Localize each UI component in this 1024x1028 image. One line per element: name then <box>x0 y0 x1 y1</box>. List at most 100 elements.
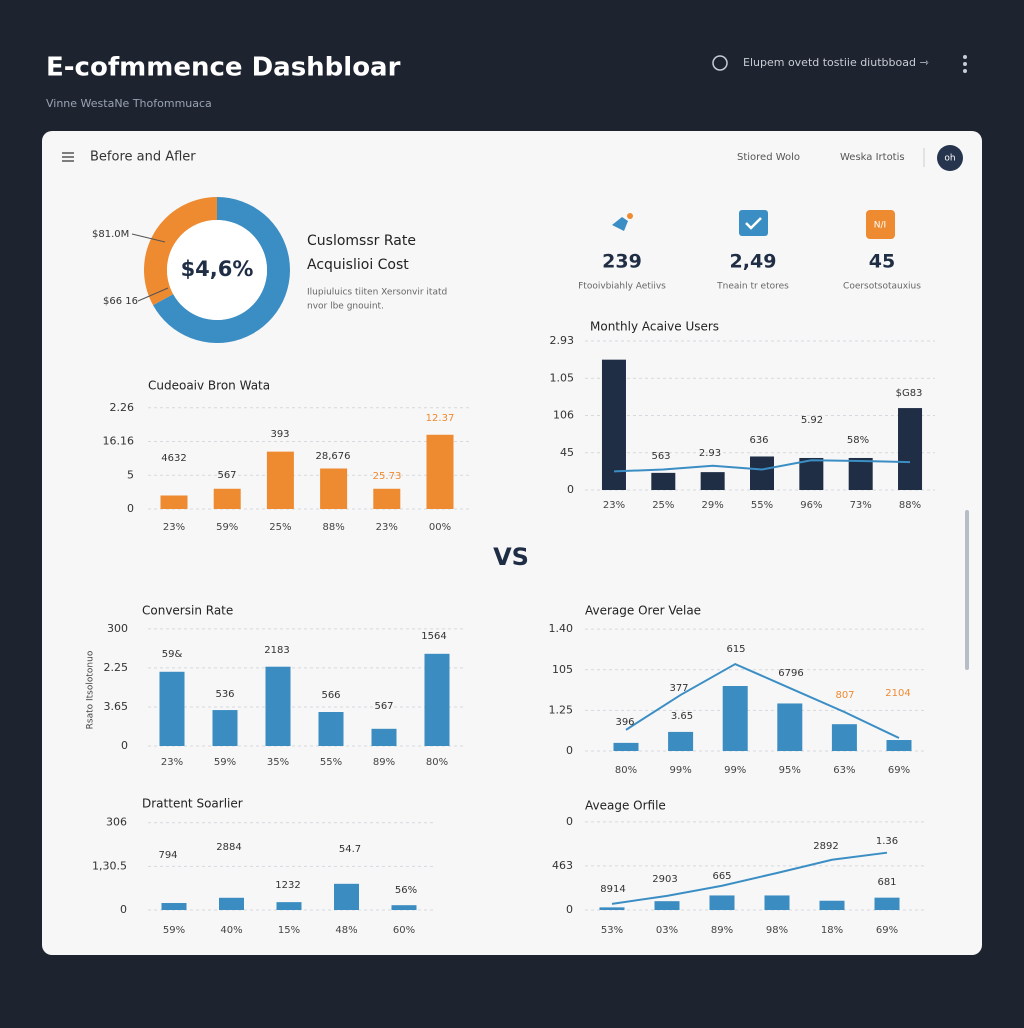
data-label: 1232 <box>275 880 300 891</box>
bar <box>334 883 359 910</box>
bar <box>160 495 188 509</box>
vs-divider: VS <box>493 543 529 571</box>
x-tick-label: 89% <box>711 925 733 936</box>
x-tick-label: 23% <box>163 522 185 533</box>
data-label: 807 <box>835 690 854 701</box>
donut-label: $66 16 <box>103 296 138 307</box>
x-tick-label: 23% <box>603 500 625 511</box>
donut-title: Cuslomssr Rate <box>307 233 416 249</box>
bar <box>799 457 824 490</box>
x-tick-label: 55% <box>751 500 773 511</box>
y-tick-label: 0 <box>566 744 573 757</box>
x-tick-label: 23% <box>161 757 183 768</box>
bar <box>426 434 454 509</box>
header-action[interactable]: Elupem ovetd tostiie diutbboad ⇾ <box>743 56 929 69</box>
y-tick-label: 16.16 <box>103 435 135 448</box>
data-label: 59& <box>162 649 183 660</box>
x-tick-label: 53% <box>601 925 623 936</box>
donut-slice <box>144 197 217 306</box>
scrollbar[interactable] <box>965 510 969 670</box>
y-tick-label: 1,30.5 <box>92 859 127 872</box>
tab[interactable]: Weska Irtotis <box>840 152 905 163</box>
data-label: 58% <box>847 435 869 446</box>
data-label: 6796 <box>778 668 803 679</box>
svg-text:N/I: N/I <box>874 221 886 231</box>
bar <box>848 457 873 490</box>
data-label: 563 <box>651 451 670 462</box>
data-label: 8914 <box>600 884 625 895</box>
data-label: 5.92 <box>801 415 823 426</box>
tab[interactable]: Stiored Wolo <box>737 152 800 163</box>
data-label: 2892 <box>813 841 838 852</box>
x-tick-label: 98% <box>766 925 788 936</box>
y-tick-label: 1.25 <box>549 703 574 716</box>
x-tick-label: 59% <box>214 757 236 768</box>
bar <box>371 728 397 746</box>
x-tick-label: 88% <box>322 522 344 533</box>
avatar-text: oh <box>944 154 955 164</box>
x-tick-label: 25% <box>269 522 291 533</box>
y-tick-label: 0 <box>121 739 128 752</box>
y-tick-label: 300 <box>107 622 128 635</box>
bar <box>266 451 294 509</box>
chart-title: Monthly Acaive Users <box>590 320 719 334</box>
kebab-menu[interactable] <box>963 55 967 73</box>
bar <box>599 907 625 910</box>
bar <box>391 905 417 910</box>
y-tick-label: 2.93 <box>550 334 575 347</box>
bar <box>654 901 680 910</box>
data-label: 2104 <box>885 688 910 699</box>
trend-line <box>611 851 888 905</box>
kpi-label: Ftooivbiahly Aetiivs <box>578 282 666 292</box>
bar <box>159 671 185 746</box>
data-label: 3.65 <box>671 711 693 722</box>
hamburger[interactable] <box>62 152 74 162</box>
chart-title: Cudeoaiv Bron Wata <box>148 379 270 393</box>
x-tick-label: 18% <box>821 925 843 936</box>
y-tick-label: 0 <box>127 502 134 515</box>
bar <box>819 900 845 910</box>
y-tick-label: 1.05 <box>550 371 575 384</box>
donut-chart <box>144 197 290 343</box>
data-label: 794 <box>158 850 177 861</box>
trend-line <box>613 459 911 473</box>
donut-description: nvor lbe gnouint. <box>307 302 384 312</box>
avatar[interactable] <box>937 145 963 171</box>
x-tick-label: 60% <box>393 925 415 936</box>
data-label: 1564 <box>421 631 446 642</box>
chart-title: Aveage Orfile <box>585 799 666 813</box>
x-tick-label: 59% <box>216 522 238 533</box>
x-tick-label: 89% <box>373 757 395 768</box>
x-tick-label: 29% <box>702 500 724 511</box>
bar <box>700 472 725 490</box>
data-label: 54.7 <box>339 844 361 855</box>
donut-hole <box>167 220 267 320</box>
chart: Cudeoaiv Bron Wata 0 5 16.16 2.26 23% 59% 25% 88… <box>103 379 470 533</box>
bar <box>265 666 291 746</box>
chart: Monthly Acaive Users 0 45 106 1.05 2.93 23% 25%… <box>550 320 935 511</box>
chart-title: Drattent Soarlier <box>142 797 243 811</box>
y-axis-label: Rsato Itsolotonuo <box>86 650 96 729</box>
bar <box>886 740 912 751</box>
donut-description: Ilupiuluics tiiten Xersonvir itatd <box>307 288 447 298</box>
data-label: 536 <box>215 689 234 700</box>
y-tick-label: 2.26 <box>110 401 135 414</box>
x-tick-label: 59% <box>163 925 185 936</box>
x-tick-label: 99% <box>724 765 746 776</box>
y-tick-label: 0 <box>566 903 573 916</box>
data-label: 25.73 <box>373 471 402 482</box>
kpi-icon: N/I <box>866 210 895 239</box>
data-label: 396 <box>615 717 634 728</box>
x-tick-label: 63% <box>833 765 855 776</box>
data-label: 566 <box>321 690 340 701</box>
clock-icon <box>712 55 728 71</box>
card-title: Before and Afler <box>90 150 196 165</box>
bar <box>898 408 923 490</box>
x-tick-label: 80% <box>426 757 448 768</box>
bar <box>750 456 774 490</box>
data-label: 2903 <box>652 874 677 885</box>
bar <box>764 895 790 910</box>
bar <box>161 903 187 910</box>
bar <box>373 488 401 509</box>
